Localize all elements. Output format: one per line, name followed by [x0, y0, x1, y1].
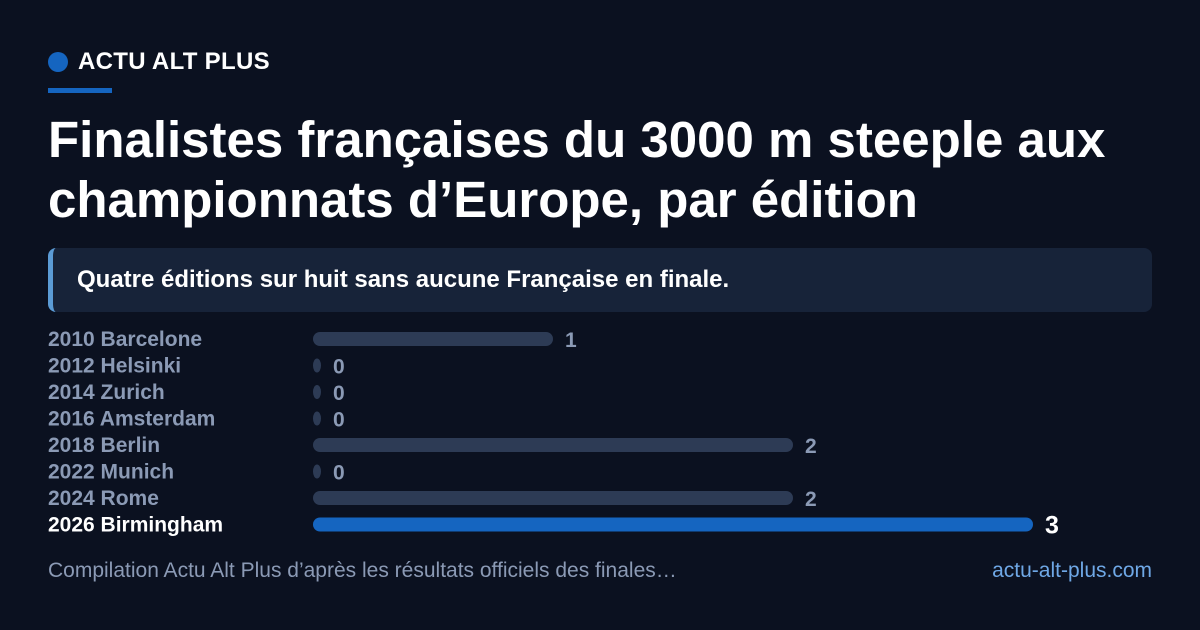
value-label: 2: [805, 435, 817, 458]
category-label: 2026 Birmingham: [48, 514, 223, 537]
category-label: 2012 Helsinki: [48, 355, 181, 378]
value-label: 0: [333, 356, 345, 379]
value-label: 0: [333, 382, 345, 405]
category-label: 2018 Berlin: [48, 434, 160, 457]
brand-underline: [48, 88, 112, 93]
bar: [313, 438, 793, 452]
bar: [313, 491, 793, 505]
callout-box: Quatre éditions sur huit sans aucune Fra…: [48, 248, 1152, 312]
value-label: 2: [805, 488, 817, 511]
category-label: 2022 Munich: [48, 461, 174, 484]
category-label: 2024 Rome: [48, 487, 159, 510]
value-label: 1: [565, 329, 577, 352]
footer-source-note: Compilation Actu Alt Plus d’après les ré…: [48, 559, 677, 582]
bar: [313, 332, 553, 346]
brand: ACTU ALT PLUS: [48, 48, 270, 76]
value-label: 3: [1045, 512, 1059, 540]
category-label: 2014 Zurich: [48, 381, 165, 404]
footer-site-link[interactable]: actu-alt-plus.com: [992, 559, 1152, 582]
brand-name: ACTU ALT PLUS: [78, 48, 270, 75]
callout-text: Quatre éditions sur huit sans aucune Fra…: [77, 266, 730, 293]
bar: [313, 464, 321, 479]
page-title: Finalistes françaises du 3000 m steeple …: [48, 111, 1106, 228]
bar: [313, 385, 321, 399]
bar: [313, 517, 1033, 532]
value-label: 0: [333, 409, 345, 432]
value-label: 0: [333, 462, 345, 485]
category-label: 2016 Amsterdam: [48, 408, 215, 431]
bar: [313, 411, 321, 426]
bar: [313, 358, 321, 373]
category-label: 2010 Barcelone: [48, 328, 202, 351]
brand-dot-icon: [48, 52, 68, 72]
